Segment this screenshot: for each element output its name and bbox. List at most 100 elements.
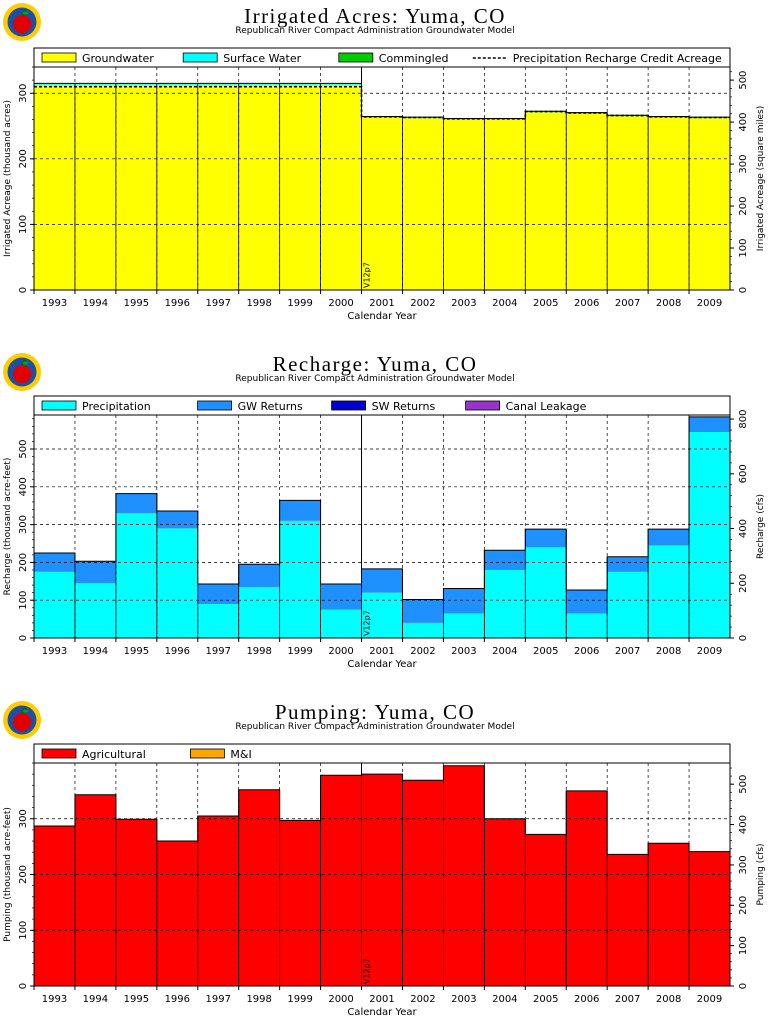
y-tick-label: 200 [18, 149, 29, 168]
x-tick-label: 2006 [574, 298, 599, 309]
x-tick-label: 1997 [206, 994, 231, 1005]
legend-label: Commingled [379, 52, 449, 65]
y-tick-label: 200 [18, 553, 29, 572]
y2-tick-label: 500 [738, 71, 749, 90]
bar-precipitation [115, 513, 157, 638]
bar-agricultural [648, 843, 690, 986]
x-axis-title: Calendar Year [347, 311, 417, 322]
bar-agricultural [566, 790, 608, 986]
x-tick-label: 2001 [369, 994, 394, 1005]
x-tick-label: 1993 [42, 994, 67, 1005]
x-tick-label: 2001 [369, 298, 394, 309]
y2-tick-label: 300 [738, 855, 749, 874]
y-tick-label: 200 [18, 865, 29, 884]
bar-gw-returns [279, 500, 321, 521]
bar-gw-returns [156, 511, 198, 529]
x-tick-label: 1996 [165, 646, 190, 657]
y-tick-label: 0 [18, 287, 29, 293]
x-tick-label: 2008 [656, 298, 681, 309]
bar-precipitation [74, 583, 116, 638]
legend-label: Groundwater [82, 52, 154, 65]
x-tick-label: 2007 [615, 298, 640, 309]
x-tick-label: 1994 [83, 994, 108, 1005]
legend-swatch [197, 400, 233, 411]
y2-tick-label: 0 [738, 287, 749, 293]
x-tick-label: 2000 [328, 646, 353, 657]
legend-label: Surface Water [223, 52, 301, 65]
recharge-chart: Precipitation GW Returns SW Returns Canal L… [3, 395, 766, 670]
y2-tick-label: 400 [738, 815, 749, 834]
y2-tick-label: 600 [738, 464, 749, 483]
bar-precipitation [484, 569, 526, 638]
y2-tick-label: 100 [738, 936, 749, 955]
legend-swatch [465, 400, 501, 411]
y-tick-label: 400 [18, 477, 29, 496]
bar-agricultural [443, 765, 485, 986]
y2-tick-label: 400 [738, 519, 749, 538]
bar-groundwater [566, 113, 608, 290]
y-tick-label: 100 [18, 591, 29, 610]
x-tick-label: 1998 [246, 646, 271, 657]
y2-tick-label: 500 [738, 775, 749, 794]
y-tick-label: 500 [18, 439, 29, 458]
x-tick-label: 2008 [656, 646, 681, 657]
bar-groundwater [34, 84, 75, 290]
chart-title-recharge: Recharge: Yuma, CO [272, 352, 478, 376]
legend-swatch [41, 52, 77, 63]
chart-title-pumping: Pumping: Yuma, CO [274, 700, 476, 724]
x-tick-label: 1993 [42, 298, 67, 309]
y2-tick-label: 200 [738, 896, 749, 915]
bar-groundwater [443, 119, 485, 291]
legend-label: GW Returns [238, 400, 303, 413]
y-tick-label: 0 [18, 983, 29, 989]
bar-groundwater [402, 118, 444, 291]
x-tick-label: 1995 [124, 646, 149, 657]
chart-subtitle-recharge: Republican River Compact Administration … [235, 374, 515, 384]
bar-groundwater [484, 119, 526, 291]
bar-groundwater [74, 84, 116, 290]
x-tick-label: 2004 [492, 298, 517, 309]
x-axis-title: Calendar Year [347, 1007, 417, 1018]
bar-precipitation [648, 545, 690, 638]
x-tick-label: 1993 [42, 646, 67, 657]
bar-agricultural [607, 854, 649, 986]
bar-gw-returns [648, 529, 690, 546]
y2-tick-label: 800 [738, 410, 749, 429]
bar-precipitation [525, 547, 567, 638]
bar-gw-returns [443, 588, 485, 614]
bar-gw-returns [115, 493, 157, 514]
x-tick-label: 1995 [124, 994, 149, 1005]
bar-precipitation [689, 432, 730, 638]
bar-groundwater [648, 117, 690, 291]
y2-tick-label: 100 [738, 238, 749, 257]
x-tick-label: 1998 [246, 994, 271, 1005]
bar-surface-water [156, 83, 198, 85]
legend-swatch [189, 748, 225, 759]
x-tick-label: 2006 [574, 646, 599, 657]
bar-agricultural [361, 774, 403, 986]
bar-groundwater [279, 84, 321, 290]
x-tick-label: 2003 [451, 646, 476, 657]
y2-tick-label: 200 [738, 197, 749, 216]
x-tick-label: 2005 [533, 646, 558, 657]
plot-frame [33, 414, 731, 639]
y-axis-title: Recharge (thousand acre-feet) [3, 458, 13, 596]
x-tick-label: 2000 [328, 994, 353, 1005]
bar-gw-returns [689, 416, 730, 433]
legend-label: Precipitation [82, 400, 151, 413]
bar-agricultural [34, 825, 75, 986]
y2-axis-title: Recharge (cfs) [756, 494, 766, 559]
rrca-logo-icon [3, 701, 41, 739]
bar-groundwater [197, 84, 239, 290]
y2-axis-title: Irrigated Acreage (square miles) [756, 106, 766, 251]
bar-precipitation [34, 571, 75, 638]
y-tick-label: 100 [18, 921, 29, 940]
bar-groundwater [525, 112, 567, 290]
bar-agricultural [115, 819, 157, 986]
x-tick-label: 1999 [287, 994, 312, 1005]
bar-surface-water [115, 83, 157, 85]
bar-precipitation [566, 613, 608, 638]
rrca-logo-icon [3, 3, 41, 41]
bar-groundwater [607, 116, 649, 290]
marker-label: V12p7 [363, 262, 372, 288]
